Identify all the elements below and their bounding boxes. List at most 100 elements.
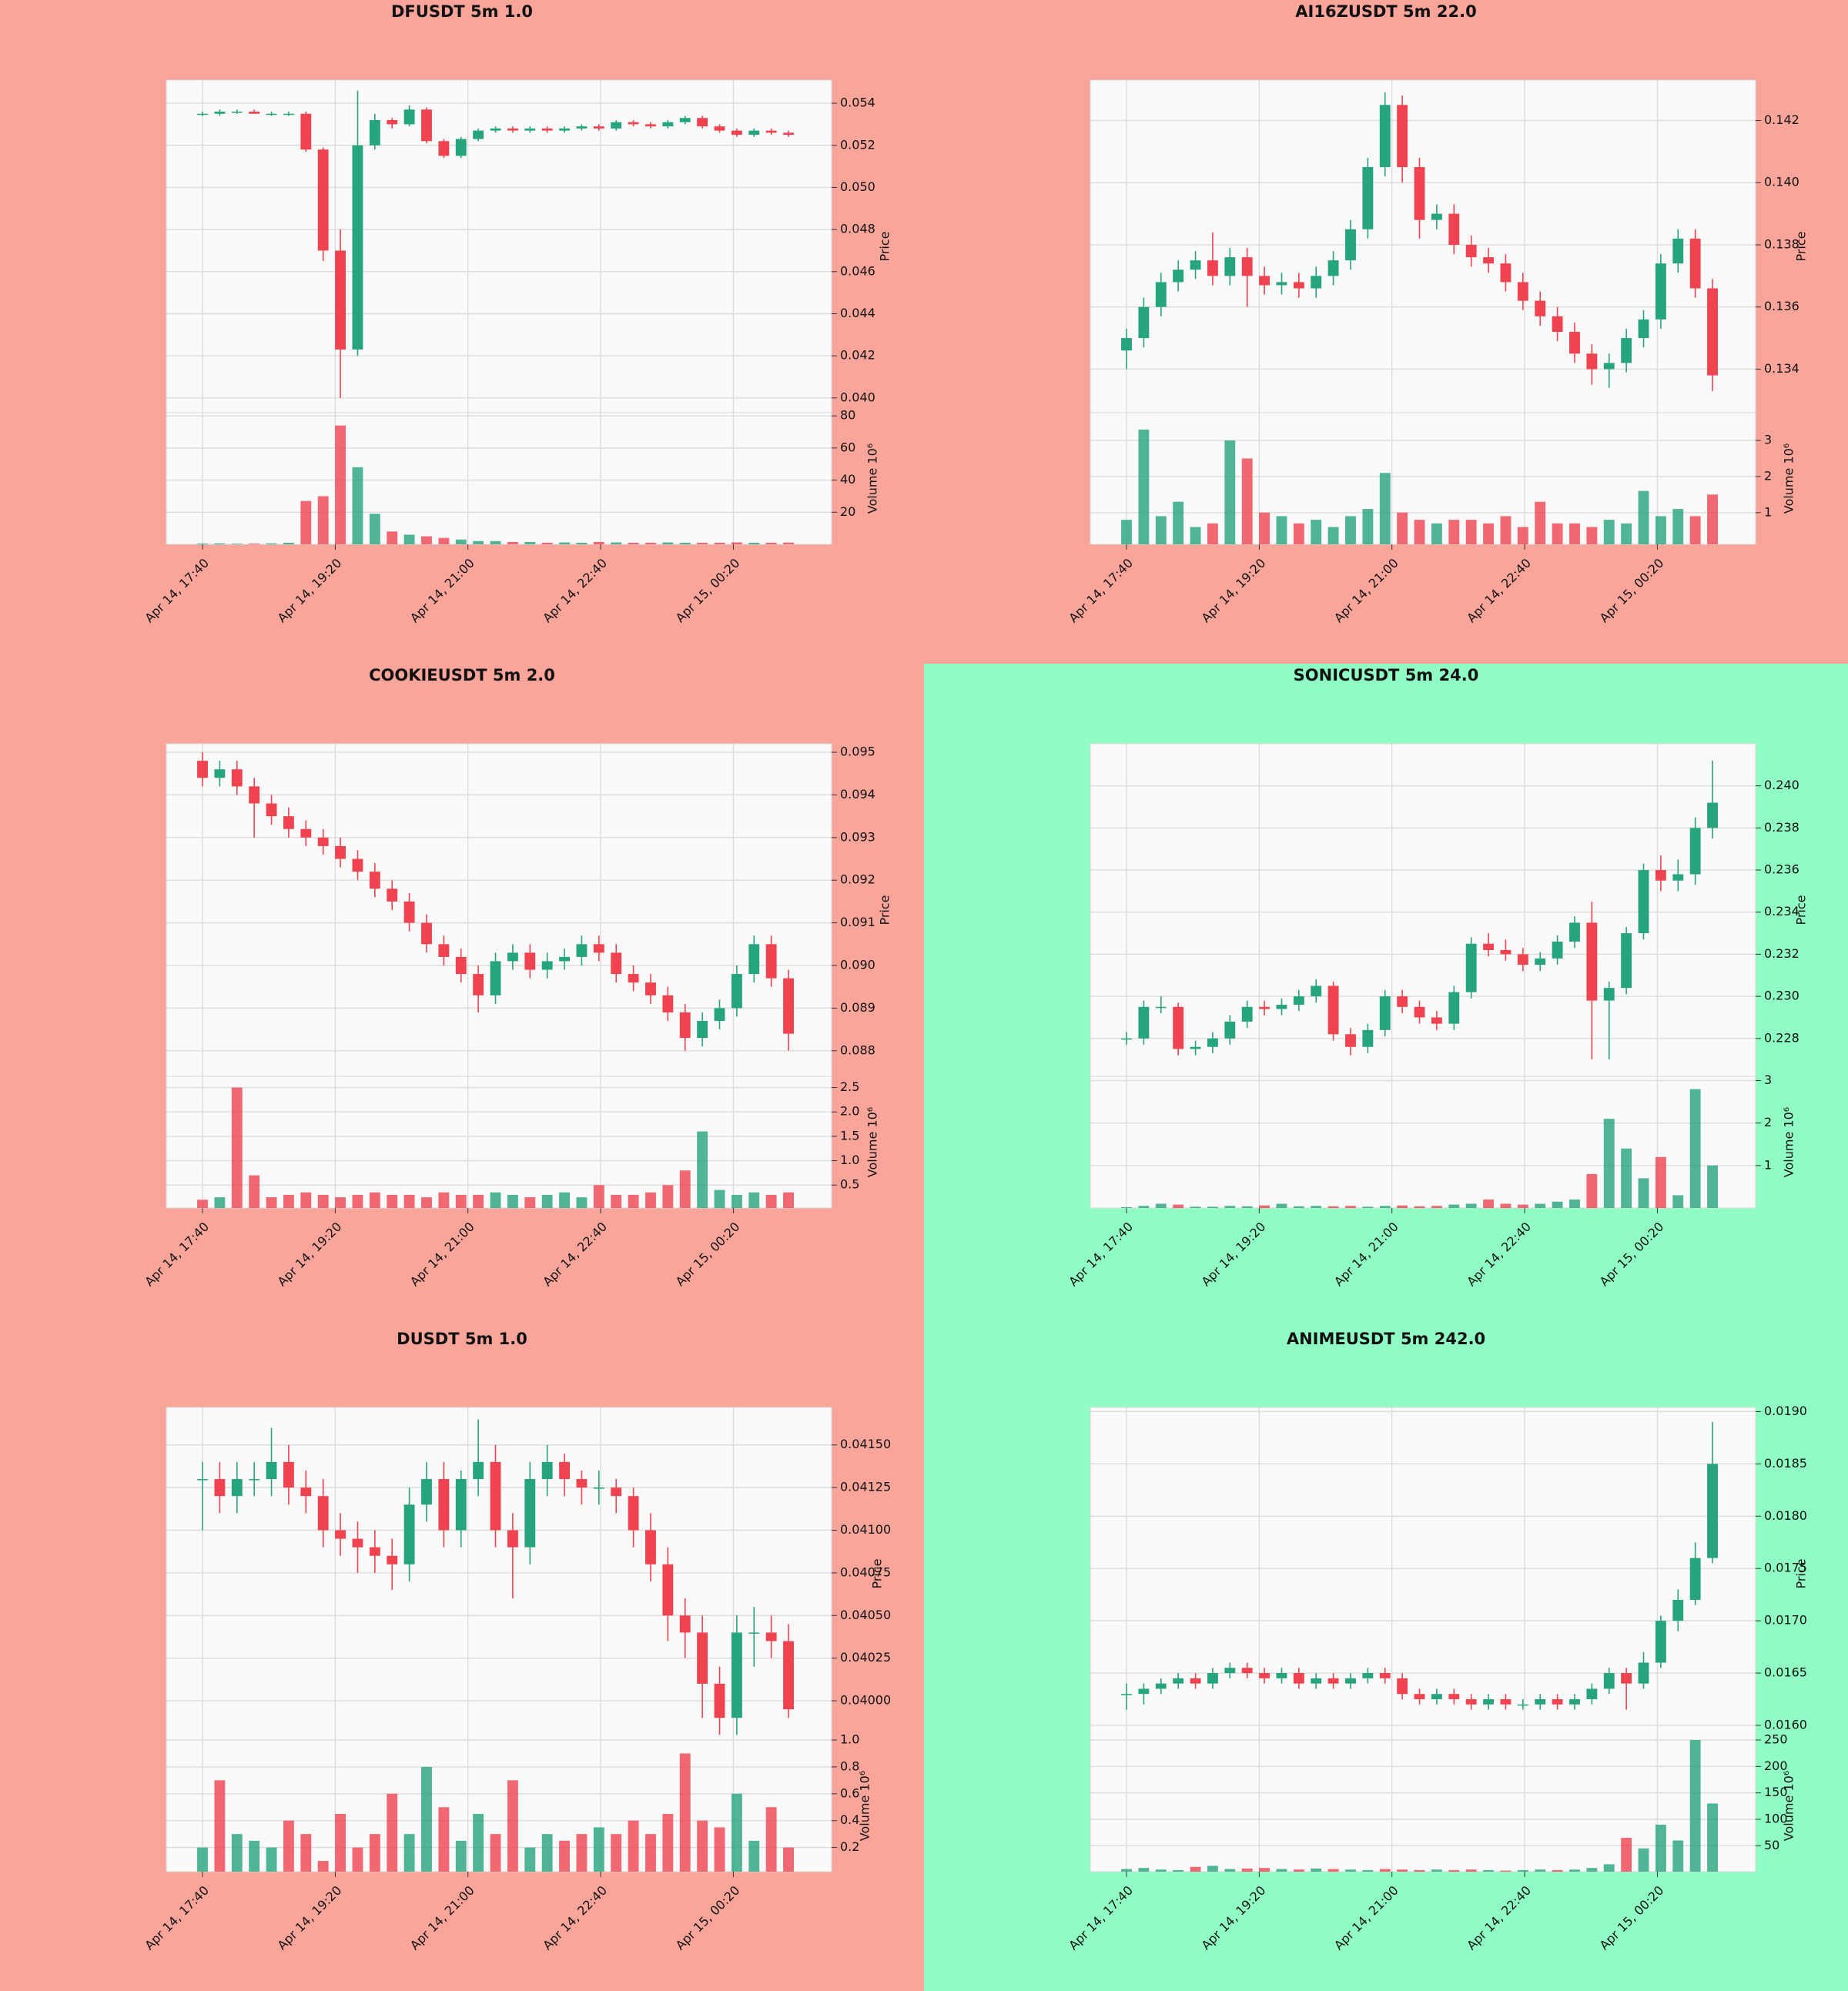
- y-tick-label: 1.0: [840, 1732, 859, 1747]
- candle-body: [352, 858, 363, 872]
- volume-bar: [403, 534, 415, 544]
- y-tick-label: 0.140: [1764, 175, 1799, 189]
- volume-bar: [1500, 1203, 1512, 1208]
- y-tick-label: 0.090: [840, 958, 875, 972]
- volume-bar: [1707, 1803, 1718, 1872]
- volume-bar: [731, 1793, 742, 1872]
- volume-bar: [645, 1834, 656, 1872]
- chart-title: ANIMEUSDT 5m 242.0: [1287, 1330, 1485, 1348]
- candle-body: [524, 952, 536, 970]
- candle-body: [1327, 985, 1339, 1035]
- volume-bar: [387, 1194, 398, 1208]
- y-tick-label: 0.0180: [1764, 1508, 1807, 1523]
- volume-bar: [1431, 1869, 1442, 1872]
- candle-body: [593, 944, 604, 953]
- candle-body: [645, 982, 656, 996]
- candle-body: [490, 128, 501, 131]
- candle-body: [1500, 949, 1512, 955]
- candle-body: [1603, 988, 1615, 1001]
- volume-bar: [352, 1194, 363, 1208]
- candle-body: [1621, 338, 1632, 363]
- volume-bar: [1397, 512, 1408, 544]
- volume-bar: [490, 1192, 501, 1208]
- volume-bar: [1190, 1206, 1201, 1208]
- volume-bar: [1121, 1869, 1132, 1872]
- volume-bar: [1173, 1869, 1184, 1872]
- candle-body: [765, 944, 777, 979]
- y-tick-label: 0.095: [840, 745, 875, 759]
- volume-bar: [1689, 1740, 1701, 1872]
- y-tick-label: 0.4: [840, 1812, 859, 1827]
- volume-bar: [1535, 1869, 1546, 1872]
- candle-body: [1362, 167, 1374, 229]
- candle-body: [593, 1487, 604, 1489]
- volume-bar: [783, 542, 794, 544]
- volume-bar: [559, 542, 570, 544]
- candle-body: [645, 124, 656, 127]
- volume-bar: [1327, 1206, 1339, 1208]
- y-tick-label: 1: [1764, 1157, 1772, 1172]
- volume-bar: [697, 1820, 708, 1872]
- volume-bar: [1431, 523, 1442, 544]
- y-tick-label: 0.0185: [1764, 1456, 1807, 1471]
- y-tick-label: 0.04050: [840, 1608, 891, 1622]
- volume-bar: [455, 1840, 467, 1872]
- candle-body: [576, 944, 588, 957]
- volume-bar: [1224, 440, 1236, 544]
- volume-bar: [1207, 1206, 1218, 1208]
- candle-body: [1379, 105, 1391, 168]
- candle-body: [352, 1538, 363, 1548]
- candle-body: [731, 974, 742, 1009]
- y-tick-label: 0.094: [840, 787, 875, 801]
- y-tick-label: 2.5: [840, 1079, 859, 1094]
- candle-body: [352, 145, 363, 350]
- candle-body: [283, 1461, 294, 1488]
- volume-bar: [1655, 1824, 1666, 1872]
- volume-bar: [1689, 1089, 1701, 1208]
- y-tick-label: 0.0170: [1764, 1613, 1807, 1628]
- candle-body: [1155, 282, 1167, 307]
- candle-body: [473, 974, 484, 996]
- volume-bar: [1293, 1869, 1304, 1872]
- volume-bar: [1190, 1866, 1201, 1872]
- candle-body: [214, 769, 226, 778]
- volume-bar: [214, 1780, 226, 1872]
- candle-body: [783, 978, 794, 1034]
- candle-body: [1621, 1673, 1632, 1684]
- candle-body: [1190, 1678, 1201, 1684]
- candle-body: [1535, 958, 1546, 965]
- candle-body: [662, 122, 674, 127]
- candle-body: [559, 128, 570, 131]
- volume-bar: [1603, 520, 1615, 544]
- candle-body: [748, 130, 760, 136]
- volume-bar: [300, 500, 312, 544]
- volume-bar: [1638, 1178, 1649, 1208]
- candle-body: [403, 109, 415, 125]
- volume-bar: [387, 1793, 398, 1872]
- y-tick-label: 1: [1764, 504, 1772, 519]
- volume-bar: [1672, 1840, 1684, 1872]
- candle-body: [231, 769, 243, 787]
- volume-bar: [765, 1194, 777, 1208]
- y-tick-label: 0.088: [840, 1042, 875, 1057]
- volume-bar: [611, 542, 622, 544]
- candle-body: [1311, 1678, 1322, 1684]
- candle-body: [783, 132, 794, 136]
- y-tick-label: 40: [840, 472, 855, 487]
- volume-bar: [748, 542, 760, 544]
- volume-bar: [1207, 1866, 1218, 1872]
- volume-bar: [283, 1194, 294, 1208]
- volume-bar: [765, 542, 777, 544]
- volume-bar: [593, 1827, 604, 1872]
- candle-body: [1448, 1694, 1460, 1700]
- volume-bar: [1276, 1869, 1287, 1872]
- y-axis-label: Price: [1794, 895, 1809, 925]
- candle-body: [524, 1479, 536, 1548]
- volume-bar: [300, 1834, 312, 1872]
- candle-body: [1224, 257, 1236, 276]
- chart-title: AI16ZUSDT 5m 22.0: [1295, 2, 1476, 21]
- candle-body: [1517, 954, 1528, 965]
- volume-bar: [524, 1847, 536, 1872]
